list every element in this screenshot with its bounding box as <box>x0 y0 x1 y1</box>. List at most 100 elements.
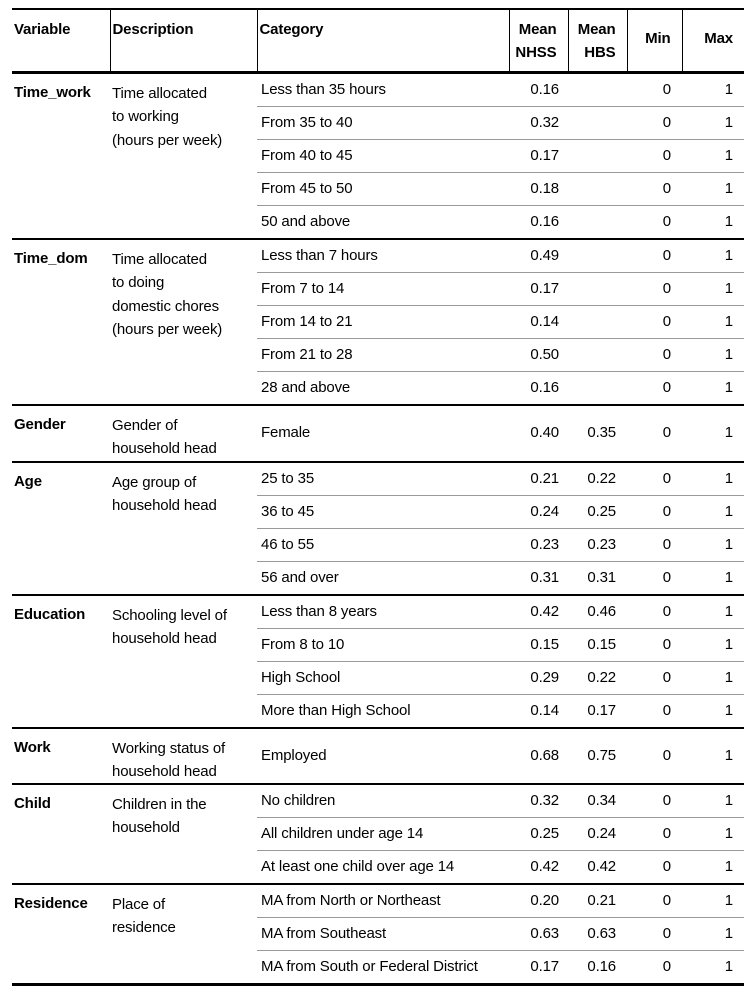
variable-cell: Time_work <box>12 71 110 239</box>
category-cell: From 40 to 45 <box>257 139 509 173</box>
table-row: Time_work Time allocated to working (hour… <box>12 71 744 239</box>
category-cell: From 8 to 10 <box>257 627 509 661</box>
category-cell: From 35 to 40 <box>257 106 509 140</box>
mean-hbs-cell: 0.23 <box>568 527 627 561</box>
mean-hbs-cell: 0.25 <box>568 494 627 528</box>
max-cell: 1 <box>682 139 744 173</box>
table-row: From 7 to 14 0.17 0 1 <box>12 272 744 306</box>
mean-hbs-cell: 0.21 <box>568 883 627 918</box>
table-row: 36 to 45 0.24 0.25 0 1 <box>12 494 744 528</box>
min-cell: 0 <box>627 371 682 405</box>
min-cell: 0 <box>627 950 682 985</box>
min-cell: 0 <box>627 726 682 784</box>
category-cell: MA from Southeast <box>257 917 509 951</box>
variable-cell: Gender <box>12 404 110 462</box>
min-cell: 0 <box>627 883 682 918</box>
min-cell: 0 <box>627 593 682 628</box>
mean-nhss-cell: 0.17 <box>509 139 568 173</box>
table-row: Gender Gender of household head Female 0.40… <box>12 404 744 462</box>
min-cell: 0 <box>627 272 682 306</box>
category-cell: MA from North or Northeast <box>257 883 509 918</box>
mean-hbs-cell: 0.46 <box>568 593 627 628</box>
mean-nhss-cell: 0.50 <box>509 338 568 372</box>
min-cell: 0 <box>627 494 682 528</box>
min-cell: 0 <box>627 460 682 495</box>
mean-hbs-cell <box>568 71 627 107</box>
max-cell: 1 <box>682 272 744 306</box>
min-cell: 0 <box>627 917 682 951</box>
min-cell: 0 <box>627 627 682 661</box>
mean-nhss-cell: 0.68 <box>509 726 568 784</box>
min-cell: 0 <box>627 71 682 107</box>
mean-nhss-cell: 0.21 <box>509 460 568 495</box>
table-row: From 45 to 50 0.18 0 1 <box>12 172 744 206</box>
table-body: Time_work Time allocated to working (hour… <box>12 71 744 985</box>
mean-nhss-cell: 0.42 <box>509 593 568 628</box>
mean-hbs-cell: 0.15 <box>568 627 627 661</box>
mean-nhss-cell: 0.17 <box>509 950 568 985</box>
description-cell: Working status of household head <box>110 726 257 784</box>
table-row: From 35 to 40 0.32 0 1 <box>12 106 744 140</box>
mean-hbs-cell: 0.16 <box>568 950 627 985</box>
mean-hbs-cell <box>568 172 627 206</box>
variable-cell: Age <box>12 460 110 595</box>
category-cell: All children under age 14 <box>257 817 509 851</box>
description-cell: Place of residence <box>110 883 257 985</box>
variable-cell: Education <box>12 593 110 728</box>
mean-hbs-cell: 0.22 <box>568 660 627 694</box>
table-header: Variable Description Category Mean NHSS Mean H… <box>12 8 744 74</box>
max-cell: 1 <box>682 593 744 628</box>
max-cell: 1 <box>682 305 744 339</box>
max-cell: 1 <box>682 172 744 206</box>
min-cell: 0 <box>627 238 682 273</box>
description-cell: Time allocated to doing domestic chores … <box>110 238 257 405</box>
min-cell: 0 <box>627 850 682 884</box>
mean-hbs-cell: 0.24 <box>568 817 627 851</box>
category-cell: High School <box>257 660 509 694</box>
category-cell: Employed <box>257 726 509 784</box>
category-cell: From 14 to 21 <box>257 305 509 339</box>
table-row: High School 0.29 0.22 0 1 <box>12 660 744 694</box>
min-cell: 0 <box>627 560 682 595</box>
column-header-variable: Variable <box>12 8 110 74</box>
max-cell: 1 <box>682 660 744 694</box>
max-cell: 1 <box>682 338 744 372</box>
min-cell: 0 <box>627 172 682 206</box>
mean-hbs-cell: 0.63 <box>568 917 627 951</box>
variable-cell: Work <box>12 726 110 784</box>
category-cell: Less than 35 hours <box>257 71 509 107</box>
column-header-mean-nhss: Mean NHSS <box>508 8 568 74</box>
max-cell: 1 <box>682 850 744 884</box>
category-cell: Less than 8 years <box>257 593 509 628</box>
max-cell: 1 <box>682 950 744 985</box>
category-cell: From 7 to 14 <box>257 272 509 306</box>
mean-nhss-cell: 0.42 <box>509 850 568 884</box>
table-row: From 14 to 21 0.14 0 1 <box>12 305 744 339</box>
category-cell: Female <box>257 404 509 462</box>
mean-nhss-cell: 0.29 <box>509 660 568 694</box>
mean-nhss-cell: 0.40 <box>509 404 568 462</box>
table-row: All children under age 14 0.25 0.24 0 1 <box>12 817 744 851</box>
mean-nhss-cell: 0.31 <box>509 560 568 595</box>
min-cell: 0 <box>627 693 682 728</box>
mean-nhss-cell: 0.17 <box>509 272 568 306</box>
max-cell: 1 <box>682 106 744 140</box>
category-cell: 50 and above <box>257 205 509 239</box>
max-cell: 1 <box>682 560 744 595</box>
mean-hbs-cell <box>568 106 627 140</box>
header-row: Variable Description Category Mean NHSS Mean H… <box>12 8 744 74</box>
min-cell: 0 <box>627 205 682 239</box>
category-cell: No children <box>257 783 509 818</box>
category-cell: More than High School <box>257 693 509 728</box>
mean-hbs-cell <box>568 338 627 372</box>
category-cell: 28 and above <box>257 371 509 405</box>
table-row: Time_dom Time allocated to doing domestic… <box>12 238 744 405</box>
category-cell: From 21 to 28 <box>257 338 509 372</box>
min-cell: 0 <box>627 106 682 140</box>
category-cell: 56 and over <box>257 560 509 595</box>
category-cell: Less than 7 hours <box>257 238 509 273</box>
mean-hbs-cell: 0.22 <box>568 460 627 495</box>
mean-hbs-cell <box>568 305 627 339</box>
category-cell: At least one child over age 14 <box>257 850 509 884</box>
table-row: 50 and above 0.16 0 1 <box>12 205 744 239</box>
